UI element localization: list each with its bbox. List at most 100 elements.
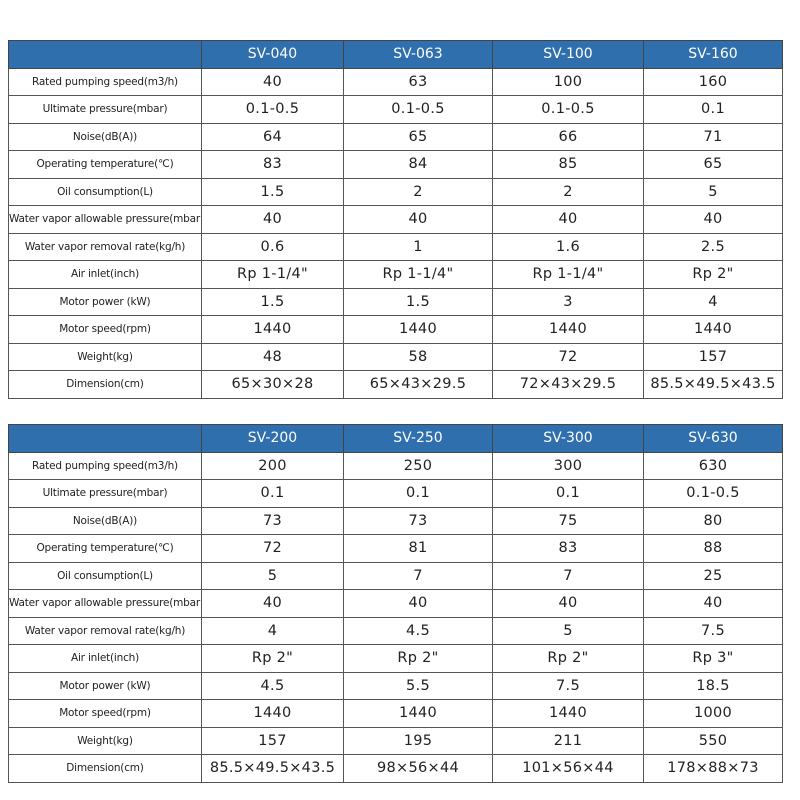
spec-value: 83: [201, 150, 344, 179]
spec-value: 73: [201, 506, 344, 535]
spec-label: Operating temperature(℃): [8, 534, 202, 563]
spec-row: Dimension(cm) 85.5×49.5×43.5 98×56×44 101×5…: [8, 754, 783, 783]
spec-value: 0.1: [643, 95, 783, 124]
spec-label: Dimension(cm): [8, 754, 202, 783]
spec-row: Ultimate pressure(mbar) 0.1-0.5 0.1-0.5 0.1…: [8, 95, 783, 124]
model-header: SV-160: [643, 40, 783, 69]
spec-value: 2: [343, 177, 493, 206]
spec-label: Motor speed(rpm): [8, 315, 202, 344]
spec-row: Noise(dB(A)) 64 65 66 71: [8, 122, 783, 151]
spec-row: Weight(kg) 157 195 211 550: [8, 726, 783, 755]
spec-value: 4: [643, 287, 783, 316]
spec-value: 0.1-0.5: [343, 95, 493, 124]
spec-value: 71: [643, 122, 783, 151]
model-header: SV-063: [343, 40, 493, 69]
spec-label: Rated pumping speed(m3/h): [8, 451, 202, 480]
spec-value: 7.5: [492, 671, 644, 700]
spec-value: 65×43×29.5: [343, 370, 493, 399]
spec-value: 1.5: [343, 287, 493, 316]
spec-value: 80: [643, 506, 783, 535]
spec-label: Noise(dB(A)): [8, 506, 202, 535]
spec-value: 1440: [201, 699, 344, 728]
spec-value: 7: [492, 561, 644, 590]
spec-value: 0.1: [343, 479, 493, 508]
spec-label: Air inlet(inch): [8, 644, 202, 673]
spec-row: Water vapor removal rate(kg/h) 0.6 1 1.6 2.5: [8, 232, 783, 261]
spec-value: 1440: [643, 315, 783, 344]
spec-label: Motor power (kW): [8, 671, 202, 700]
spec-value: 200: [201, 451, 344, 480]
spec-row: Oil consumption(L) 1.5 2 2 5: [8, 177, 783, 206]
model-header: SV-100: [492, 40, 644, 69]
spec-value: 195: [343, 726, 493, 755]
spec-value: 65: [343, 122, 493, 151]
model-header: SV-630: [643, 424, 783, 453]
spec-value: 40: [492, 589, 644, 618]
spec-row: Oil consumption(L) 5 7 7 25: [8, 561, 783, 590]
spec-value: 40: [201, 589, 344, 618]
spec-value: 40: [643, 205, 783, 234]
spec-value: 58: [343, 342, 493, 371]
header-row: SV-200 SV-250 SV-300 SV-630: [8, 424, 783, 453]
spec-value: Rp 1-1/4": [492, 260, 644, 289]
spec-value: 72: [492, 342, 644, 371]
spec-value: 5: [201, 561, 344, 590]
corner-cell: [8, 40, 202, 69]
spec-value: 40: [643, 589, 783, 618]
spec-label: Water vapor allowable pressure(mbar): [8, 205, 202, 234]
spec-value: 40: [201, 67, 344, 96]
spec-value: 100: [492, 67, 644, 96]
spec-value: 550: [643, 726, 783, 755]
spec-value: 4: [201, 616, 344, 645]
spec-value: 5: [492, 616, 644, 645]
spec-row: Rated pumping speed(m3/h) 40 63 100 160: [8, 67, 783, 96]
spec-row: Motor speed(rpm) 1440 1440 1440 1000: [8, 699, 783, 728]
spec-value: 157: [201, 726, 344, 755]
spec-value: 3: [492, 287, 644, 316]
spec-value: 65×30×28: [201, 370, 344, 399]
spec-value: 98×56×44: [343, 754, 493, 783]
spec-value: 85: [492, 150, 644, 179]
spec-row: Ultimate pressure(mbar) 0.1 0.1 0.1 0.1-0.5: [8, 479, 783, 508]
spec-value: 630: [643, 451, 783, 480]
spec-value: 157: [643, 342, 783, 371]
spec-value: 65: [643, 150, 783, 179]
spec-row: Water vapor allowable pressure(mbar) 40 40…: [8, 205, 783, 234]
spec-value: 178×88×73: [643, 754, 783, 783]
spec-value: 1440: [343, 699, 493, 728]
spec-row: Air inlet(inch) Rp 1-1/4" Rp 1-1/4" Rp 1-1/…: [8, 260, 783, 289]
spec-value: 5: [643, 177, 783, 206]
spec-value: 40: [492, 205, 644, 234]
spec-row: Motor power (kW) 1.5 1.5 3 4: [8, 287, 783, 316]
spec-label: Water vapor removal rate(kg/h): [8, 232, 202, 261]
spec-value: 84: [343, 150, 493, 179]
spec-label: Rated pumping speed(m3/h): [8, 67, 202, 96]
spec-value: 1440: [201, 315, 344, 344]
spec-value: 40: [201, 205, 344, 234]
spec-value: 63: [343, 67, 493, 96]
spec-value: Rp 2": [492, 644, 644, 673]
header-row: SV-040 SV-063 SV-100 SV-160: [8, 40, 783, 69]
spec-value: 0.1: [492, 479, 644, 508]
spec-row: Operating temperature(℃) 83 84 85 65: [8, 150, 783, 179]
spec-label: Noise(dB(A)): [8, 122, 202, 151]
spec-value: 4.5: [343, 616, 493, 645]
spec-value: 0.1-0.5: [492, 95, 644, 124]
spec-value: 40: [343, 205, 493, 234]
model-header: SV-250: [343, 424, 493, 453]
spec-value: 66: [492, 122, 644, 151]
spec-label: Weight(kg): [8, 726, 202, 755]
spec-label: Air inlet(inch): [8, 260, 202, 289]
spec-value: 0.1-0.5: [201, 95, 344, 124]
corner-cell: [8, 424, 202, 453]
spec-value: 0.1: [201, 479, 344, 508]
spec-value: 85.5×49.5×43.5: [643, 370, 783, 399]
spec-value: 2: [492, 177, 644, 206]
spec-value: 48: [201, 342, 344, 371]
spec-label: Motor speed(rpm): [8, 699, 202, 728]
spec-value: 1: [343, 232, 493, 261]
spec-value: 1440: [492, 699, 644, 728]
spec-value: Rp 2": [343, 644, 493, 673]
spec-table: SV-040 SV-063 SV-100 SV-160 Rated pumping sp…: [8, 40, 783, 399]
spec-value: Rp 1-1/4": [201, 260, 344, 289]
